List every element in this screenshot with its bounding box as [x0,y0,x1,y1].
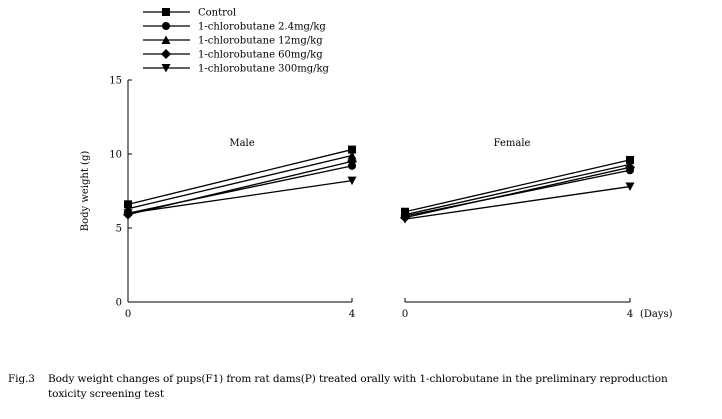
caption-fig-number: Fig.3 [8,373,35,385]
series-line [404,185,631,220]
legend-label: 1-chlorobutane 2.4mg/kg [198,22,326,33]
legend-label: 1-chlorobutane 60mg/kg [198,50,323,61]
y-tick-label: 15 [109,76,122,87]
panel-title: Female [494,138,531,149]
data-point-triangle-down [400,215,410,224]
series-line [404,163,631,216]
caption-line-1: Body weight changes of pups(F1) from rat… [48,373,668,385]
data-point-diamond [625,162,635,173]
series-line [127,148,353,205]
panel-male: 0 4 0 5 10 15 Body weight (g) Male [80,76,357,320]
data-point-diamond [347,156,357,167]
legend-marker-square [162,8,170,16]
x-tick-label: 4 [349,309,355,320]
series-line [127,179,353,214]
data-point-triangle-down [347,176,357,186]
x-tick-label: 0 [125,309,131,320]
legend-label: Control [198,8,236,19]
x-tick-label: 0 [402,309,408,320]
legend-label: 1-chlorobutane 12mg/kg [198,36,323,47]
data-point-square [348,145,356,154]
series-line [127,160,353,216]
figure-caption: Fig.3 Body weight changes of pups(F1) fro… [8,372,716,402]
x-tick-label: 4 [627,309,633,320]
series-line [404,159,631,213]
legend-label: 1-chlorobutane 300mg/kg [198,64,330,75]
series-line [404,169,631,217]
y-axis-label: Body weight (g) [80,151,91,232]
legend-marker-triangle-up [161,35,171,44]
data-point-triangle-down [123,209,133,218]
data-point-triangle-down [625,182,635,192]
x-axis-label: (Days) [640,309,673,320]
y-tick-label: 10 [109,150,122,161]
y-tick-label: 0 [116,298,122,309]
legend-marker-triangle-down [161,64,171,73]
legend: Control 1-chlorobutane 2.4mg/kg 1-chlorobu… [143,8,330,75]
series-line [127,154,353,210]
legend-marker-circle [162,22,170,30]
caption-line-2: toxicity screening test [48,388,164,400]
data-point-triangle-up [347,150,357,160]
panel-title: Male [229,138,254,149]
y-tick-label: 5 [116,224,122,235]
panel-female: 0 4 (Days) Female [400,138,673,320]
series-line [404,166,631,219]
legend-marker-diamond [161,49,171,59]
